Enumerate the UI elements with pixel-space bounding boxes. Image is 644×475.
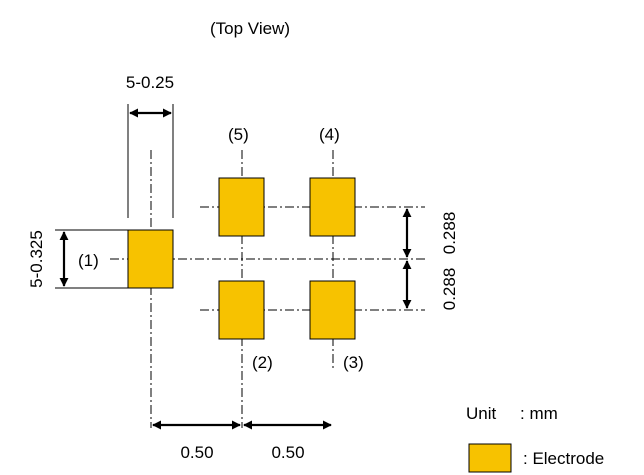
electrode-legend-swatch — [468, 443, 512, 473]
pad-width-dimension: 5-0.25 — [126, 73, 174, 218]
electrode-pad-2 — [218, 280, 265, 340]
center-lines — [110, 150, 425, 428]
pad-height-label: 5-0.325 — [27, 230, 46, 288]
pad-label-5: (5) — [228, 125, 249, 144]
pad-label-2: (2) — [252, 353, 273, 372]
electrode-pad-1 — [127, 229, 174, 289]
pad-width-label: 5-0.25 — [126, 73, 174, 92]
pitch-y-bottom-label: 0.288 — [440, 268, 459, 311]
vertical-pitch-dimension: 0.288 0.288 — [402, 208, 459, 311]
pad-height-dimension: 5-0.325 — [27, 229, 128, 289]
electrode-pad-4 — [309, 177, 356, 237]
electrode-pad-3 — [309, 280, 356, 340]
electrode-pad-5 — [218, 177, 265, 237]
pitch-x-right-label: 0.50 — [271, 443, 304, 462]
unit-label: Unit — [466, 404, 497, 423]
pad-label-4: (4) — [319, 125, 340, 144]
electrode-legend-label: : Electrode — [523, 449, 604, 468]
pitch-x-left-label: 0.50 — [180, 443, 213, 462]
view-title: (Top View) — [210, 19, 290, 38]
pitch-y-top-label: 0.288 — [440, 212, 459, 255]
horizontal-pitch-dimension: 0.50 0.50 — [152, 420, 332, 462]
unit-value: : mm — [520, 404, 558, 423]
pad-label-1: (1) — [78, 251, 99, 270]
electrode-pads — [127, 177, 356, 340]
pad-label-3: (3) — [343, 353, 364, 372]
legend: Unit : mm : Electrode — [466, 404, 604, 473]
